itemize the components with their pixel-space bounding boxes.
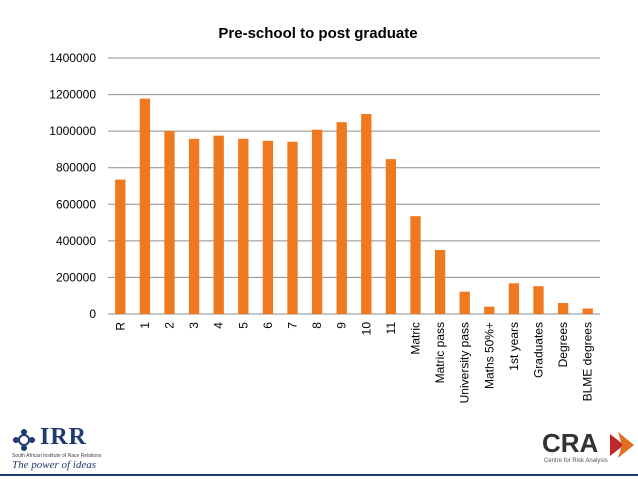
- x-tick-label: 11: [384, 322, 398, 335]
- bar: [361, 113, 372, 314]
- x-tick-label: 1: [138, 322, 152, 329]
- x-tick-label: 6: [261, 322, 275, 329]
- y-tick-label: 1200000: [49, 88, 96, 102]
- x-tick-label: Maths 50%+: [482, 322, 496, 389]
- y-axis-tick-labels: 0 200000 400000 600000 800000 1000000 1200000 1…: [49, 51, 96, 321]
- x-tick-label: University pass: [458, 322, 472, 403]
- x-tick-label: 8: [310, 322, 324, 329]
- y-tick-label: 400000: [56, 234, 96, 248]
- bar: [557, 303, 569, 314]
- bar: [459, 291, 470, 314]
- y-tick-label: 1400000: [49, 51, 96, 65]
- bar: [164, 131, 175, 314]
- cra-subtitle: Centre for Risk Analysis: [544, 458, 608, 464]
- bar: [311, 129, 323, 314]
- x-tick-label: Matric pass: [433, 322, 447, 383]
- bars: [115, 98, 593, 314]
- x-tick-label: R: [113, 322, 127, 331]
- bar: [115, 179, 126, 314]
- x-tick-label: 5: [236, 322, 250, 329]
- x-tick-label: BLME degrees: [581, 322, 595, 401]
- bar: [385, 159, 397, 314]
- irr-logo-text: IRR: [40, 424, 88, 450]
- x-tick-label: Graduates: [532, 322, 546, 378]
- y-tick-label: 0: [89, 307, 96, 321]
- x-tick-label: 4: [212, 322, 226, 329]
- bar: [410, 216, 421, 314]
- bar: [188, 138, 200, 314]
- cra-emblem-icon: [610, 432, 634, 458]
- x-tick-label: 3: [187, 322, 201, 329]
- gridlines: [108, 57, 600, 315]
- x-tick-label: 9: [335, 322, 349, 329]
- bar: [262, 140, 274, 314]
- bar: [336, 122, 347, 314]
- irr-emblem-icon: [13, 429, 35, 451]
- y-tick-label: 800000: [56, 161, 96, 175]
- irr-logo: IRR South African Institute of Race Rela…: [8, 424, 158, 472]
- x-tick-label: 7: [286, 322, 300, 329]
- x-tick-label: 2: [163, 322, 177, 329]
- bar: [508, 283, 520, 314]
- x-tick-label: 1st years: [507, 322, 521, 371]
- cra-logo: CRA Centre for Risk Analysis: [542, 428, 636, 472]
- irr-tagline: The power of ideas: [12, 459, 97, 471]
- bar: [484, 306, 495, 314]
- bar: [582, 308, 593, 314]
- cra-logo-text: CRA: [542, 428, 599, 458]
- bar: [434, 250, 446, 314]
- footer-divider: [0, 474, 638, 476]
- x-axis-tick-labels: R 1 2 3 4 5 6 7 8 9 10 11 Matric Matric pass Universit…: [113, 322, 594, 404]
- bar: [238, 138, 249, 314]
- bar: [139, 98, 151, 314]
- irr-subtitle: South African Institute of Race Relation…: [12, 453, 102, 459]
- y-tick-label: 600000: [56, 197, 96, 211]
- y-tick-label: 1000000: [49, 124, 96, 138]
- x-tick-label: 10: [359, 322, 373, 336]
- x-tick-label: Degrees: [556, 322, 570, 367]
- bar: [213, 135, 224, 314]
- x-tick-label: Matric: [409, 322, 423, 355]
- y-tick-label: 200000: [56, 270, 96, 284]
- bar: [533, 286, 544, 314]
- chart-title: Pre-school to post graduate: [218, 25, 417, 42]
- bar: [287, 141, 298, 314]
